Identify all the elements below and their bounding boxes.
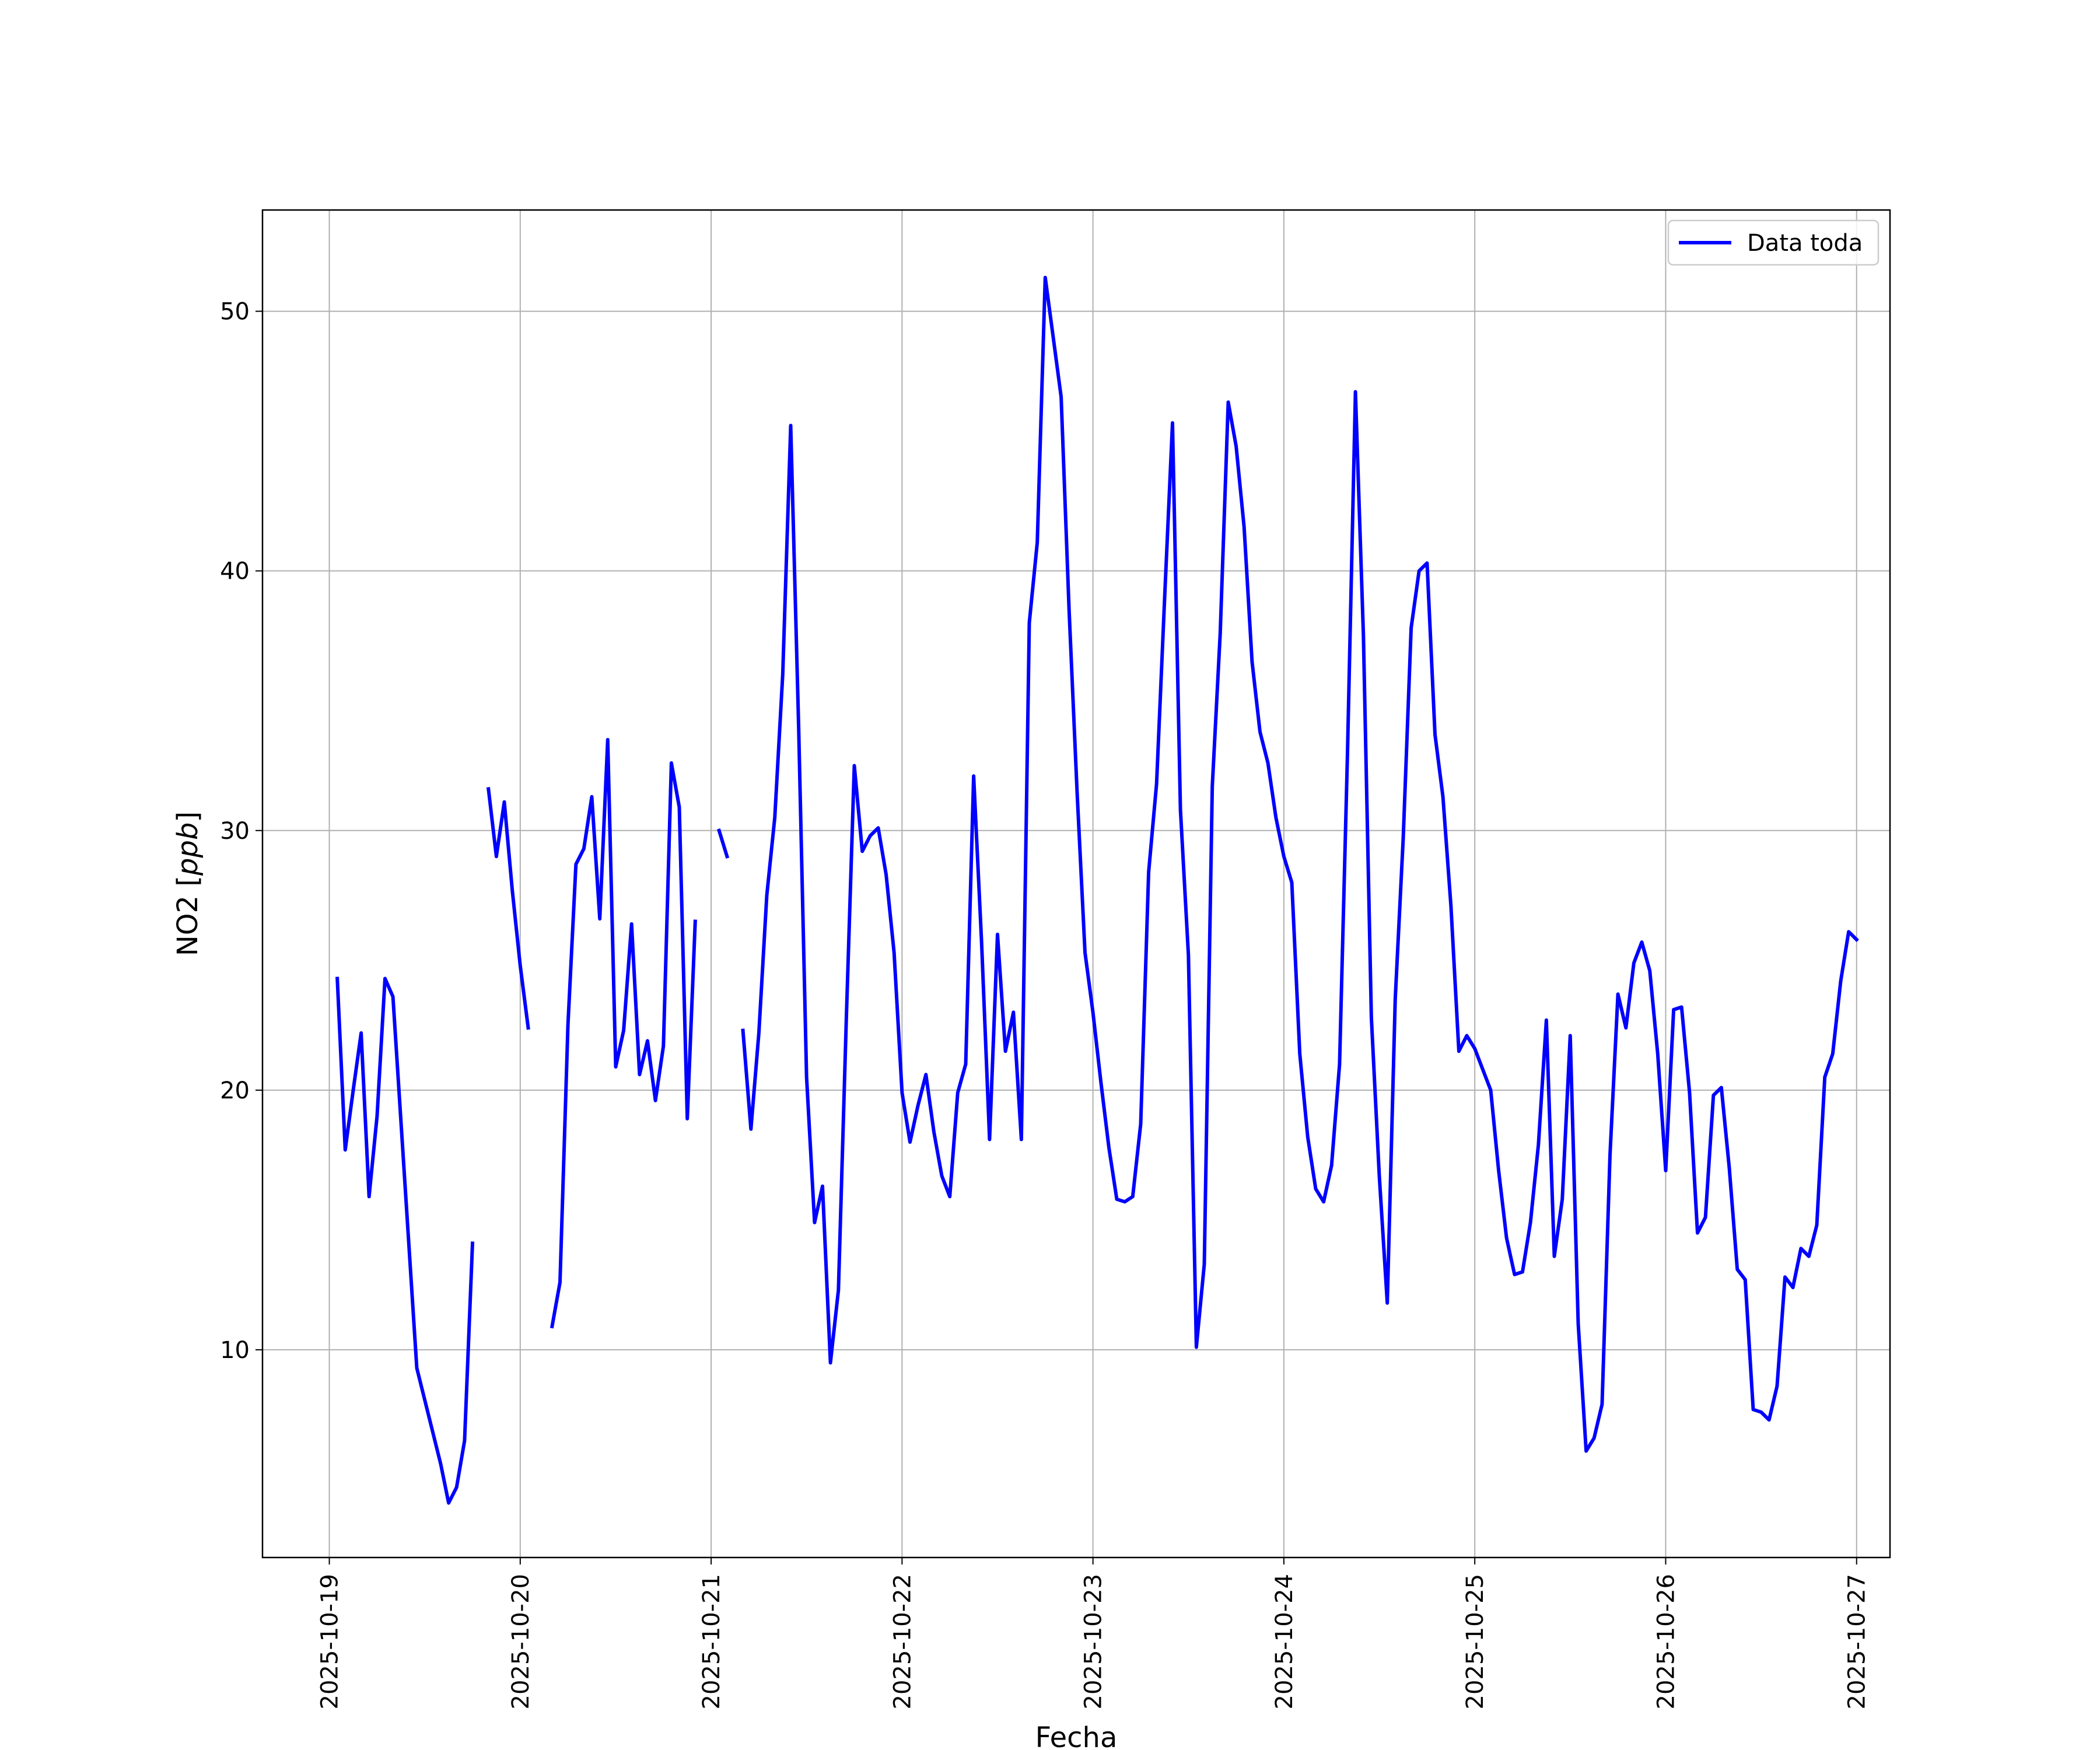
y-axis-label-variable: NO2 — [172, 887, 204, 956]
y-axis-ticks: 10 20 30 40 50 — [220, 299, 262, 1364]
x-axis-label: Fecha — [1035, 1721, 1118, 1750]
legend: Data toda — [1667, 219, 1880, 266]
plot-frame — [261, 209, 1891, 1559]
legend-label-data-toda: Data toda — [1747, 230, 1863, 257]
plot-area — [262, 210, 1890, 1558]
series-line-segment — [741, 275, 1859, 1453]
x-tick-label: 2025-10-19 — [317, 1574, 344, 1709]
grid-lines — [262, 210, 1890, 1558]
y-tick-label: 50 — [220, 299, 250, 326]
x-tick-label: 2025-10-21 — [698, 1574, 725, 1709]
series-line-segment — [716, 828, 730, 859]
series-line-segment — [486, 787, 530, 1030]
series-line-segment — [335, 977, 475, 1505]
x-tick-label: 2025-10-25 — [1462, 1574, 1489, 1709]
x-tick-label: 2025-10-27 — [1844, 1574, 1871, 1709]
y-tick-label: 10 — [220, 1337, 250, 1364]
x-tick-label: 2025-10-22 — [889, 1574, 916, 1709]
x-tick-label: 2025-10-24 — [1271, 1574, 1298, 1709]
series-line-segment — [550, 738, 697, 1329]
y-axis-label-bracket-close: ] — [172, 811, 204, 822]
y-axis-label: NO2 [ppb] — [172, 811, 204, 956]
y-axis-label-unit: ppb — [172, 822, 204, 876]
x-tick-label: 2025-10-26 — [1653, 1574, 1679, 1709]
legend-box — [1667, 219, 1880, 266]
x-tick-label: 2025-10-23 — [1080, 1574, 1107, 1709]
x-axis-ticks: 2025-10-19 2025-10-20 2025-10-21 2025-10-22… — [317, 1558, 1871, 1709]
y-tick-label: 20 — [220, 1077, 250, 1104]
y-axis-label-bracket-open: [ — [172, 876, 204, 887]
data-series-lines — [335, 275, 1859, 1505]
y-tick-label: 40 — [220, 558, 250, 585]
y-tick-label: 30 — [220, 818, 250, 845]
x-tick-label: 2025-10-20 — [508, 1574, 534, 1709]
